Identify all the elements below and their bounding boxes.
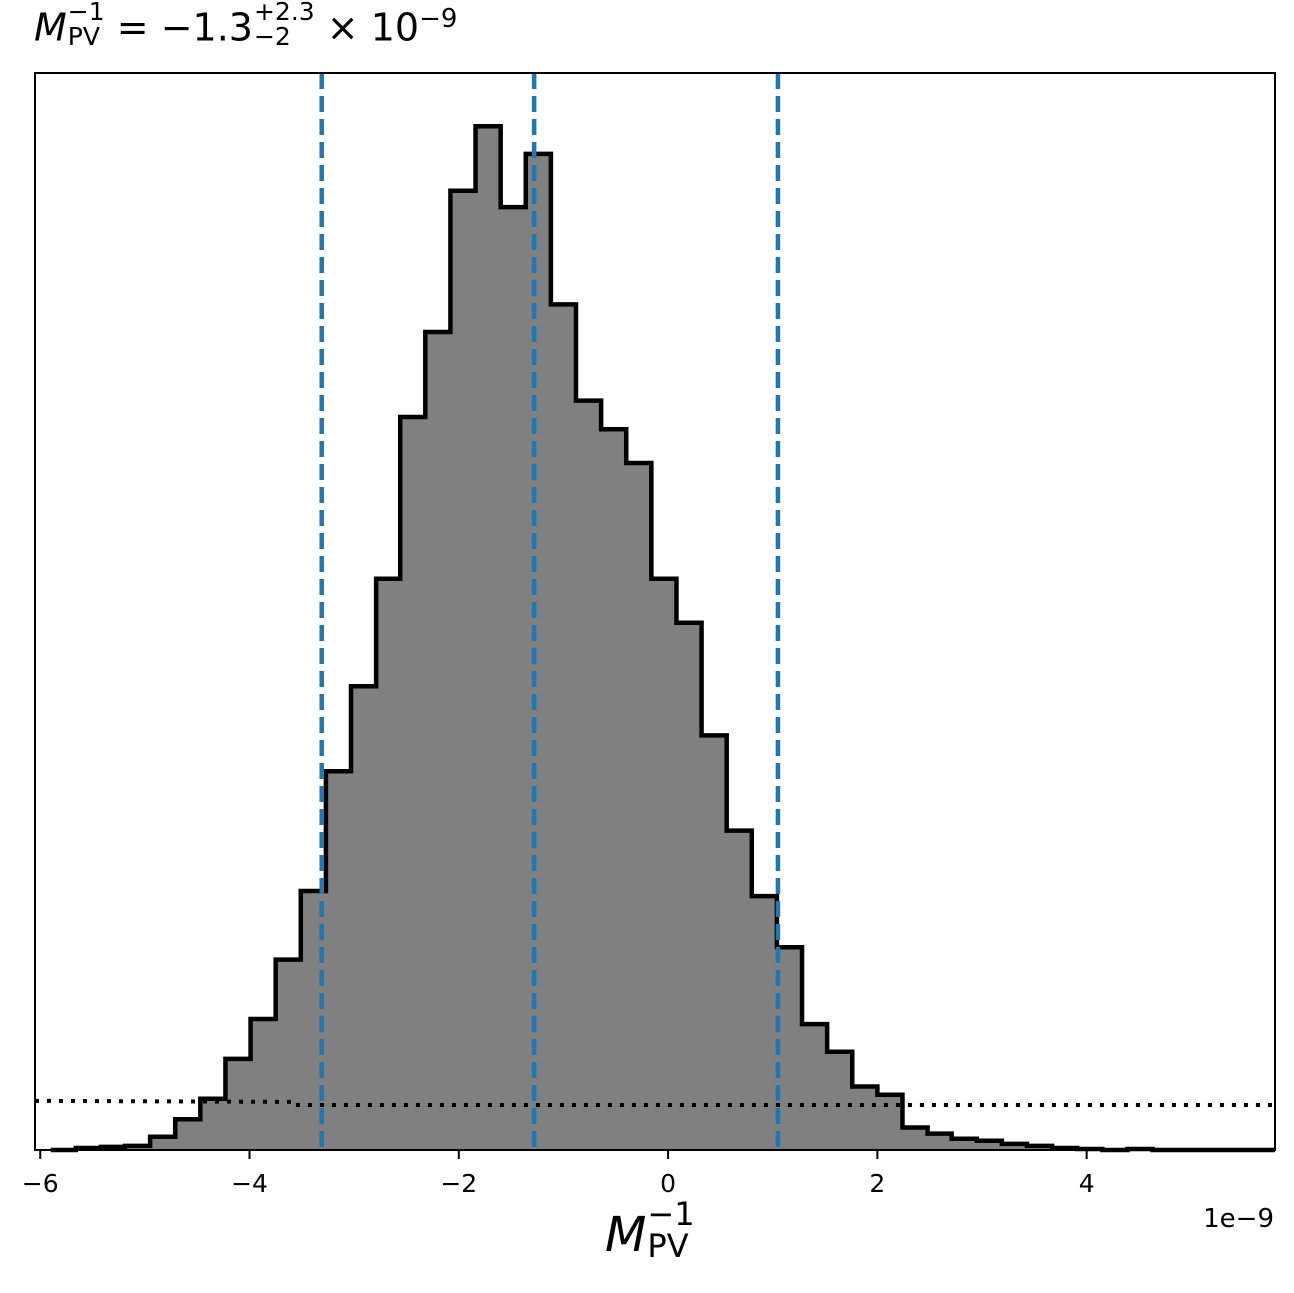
x-tick-label: 2 [869, 1169, 885, 1198]
histogram-bar [575, 400, 602, 1150]
plot-frame [34, 72, 1276, 1151]
histogram-bar [400, 416, 426, 1150]
histogram-bar [225, 1058, 252, 1150]
title-subscript: PV [67, 22, 100, 52]
histogram-bar [550, 304, 577, 1150]
histogram-bar [425, 332, 451, 1151]
histogram-bar [250, 1018, 277, 1150]
histogram-bar [325, 771, 352, 1150]
histogram-bar [951, 1138, 978, 1150]
histogram-bars [75, 126, 1154, 1151]
histogram-bar [500, 207, 527, 1151]
histogram-bar [902, 1127, 929, 1150]
histogram-bar [175, 1119, 201, 1150]
histogram-bar [200, 1098, 226, 1150]
x-tick-label: −2 [440, 1169, 477, 1198]
title-symbol-scripts: −1 PV [68, 0, 105, 49]
x-axis-label: M −1 PV [605, 1198, 695, 1270]
xlabel-scripts: −1 PV [647, 1198, 694, 1262]
histogram-bar [525, 153, 552, 1150]
histogram-bar [150, 1136, 176, 1150]
histogram-bar [275, 959, 302, 1150]
histogram-bar [376, 578, 401, 1150]
chart-title: M −1 PV = −1.3 +2.3 −2 × 10−9 [34, 0, 458, 55]
histogram-bar [776, 947, 803, 1150]
histogram-outline [50, 123, 1275, 1153]
histogram-bar [751, 896, 778, 1150]
x-tick-label: 0 [660, 1169, 676, 1198]
title-times: × [326, 5, 359, 50]
x-axis-ticks: −6 −4 −2 0 2 4 [22, 1150, 1095, 1198]
x-tick-label: −6 [22, 1169, 59, 1198]
histogram-bar [601, 429, 627, 1150]
title-exponent: −9 [419, 4, 458, 34]
xlabel-superscript: −1 [647, 1195, 695, 1233]
quantile-lines [319, 73, 781, 1150]
x-tick-label: 4 [1079, 1169, 1095, 1198]
histogram-bar [351, 686, 377, 1150]
histogram-bar [676, 622, 703, 1150]
title-upper-err: +2.3 [253, 0, 315, 27]
xlabel-symbol: M [605, 1207, 647, 1263]
title-base: 10 [370, 5, 420, 50]
histogram-bar [701, 735, 728, 1150]
histogram-bar [802, 1024, 828, 1150]
histogram-bar [651, 578, 677, 1150]
x-tick-label: −4 [231, 1169, 268, 1198]
x-axis-offset-label: 1e−9 [1203, 1204, 1274, 1234]
xlabel-subscript: PV [647, 1227, 689, 1265]
title-symbol: M [34, 5, 67, 50]
histogram-bar [475, 126, 502, 1151]
histogram-bar [976, 1140, 1003, 1150]
title-equals: = [116, 5, 149, 50]
histogram-bar [827, 1051, 853, 1150]
histogram-bar [1001, 1143, 1028, 1150]
title-superscript: −1 [67, 0, 105, 27]
histogram-bar [450, 190, 477, 1150]
histogram-bar [626, 463, 652, 1150]
histogram-bar [852, 1086, 878, 1150]
histogram-bar [927, 1133, 953, 1150]
title-errors: +2.3 −2 [254, 0, 315, 49]
title-median: −1.3 [160, 5, 253, 50]
title-lower-err: −2 [253, 22, 291, 52]
histogram-bar [726, 830, 753, 1150]
